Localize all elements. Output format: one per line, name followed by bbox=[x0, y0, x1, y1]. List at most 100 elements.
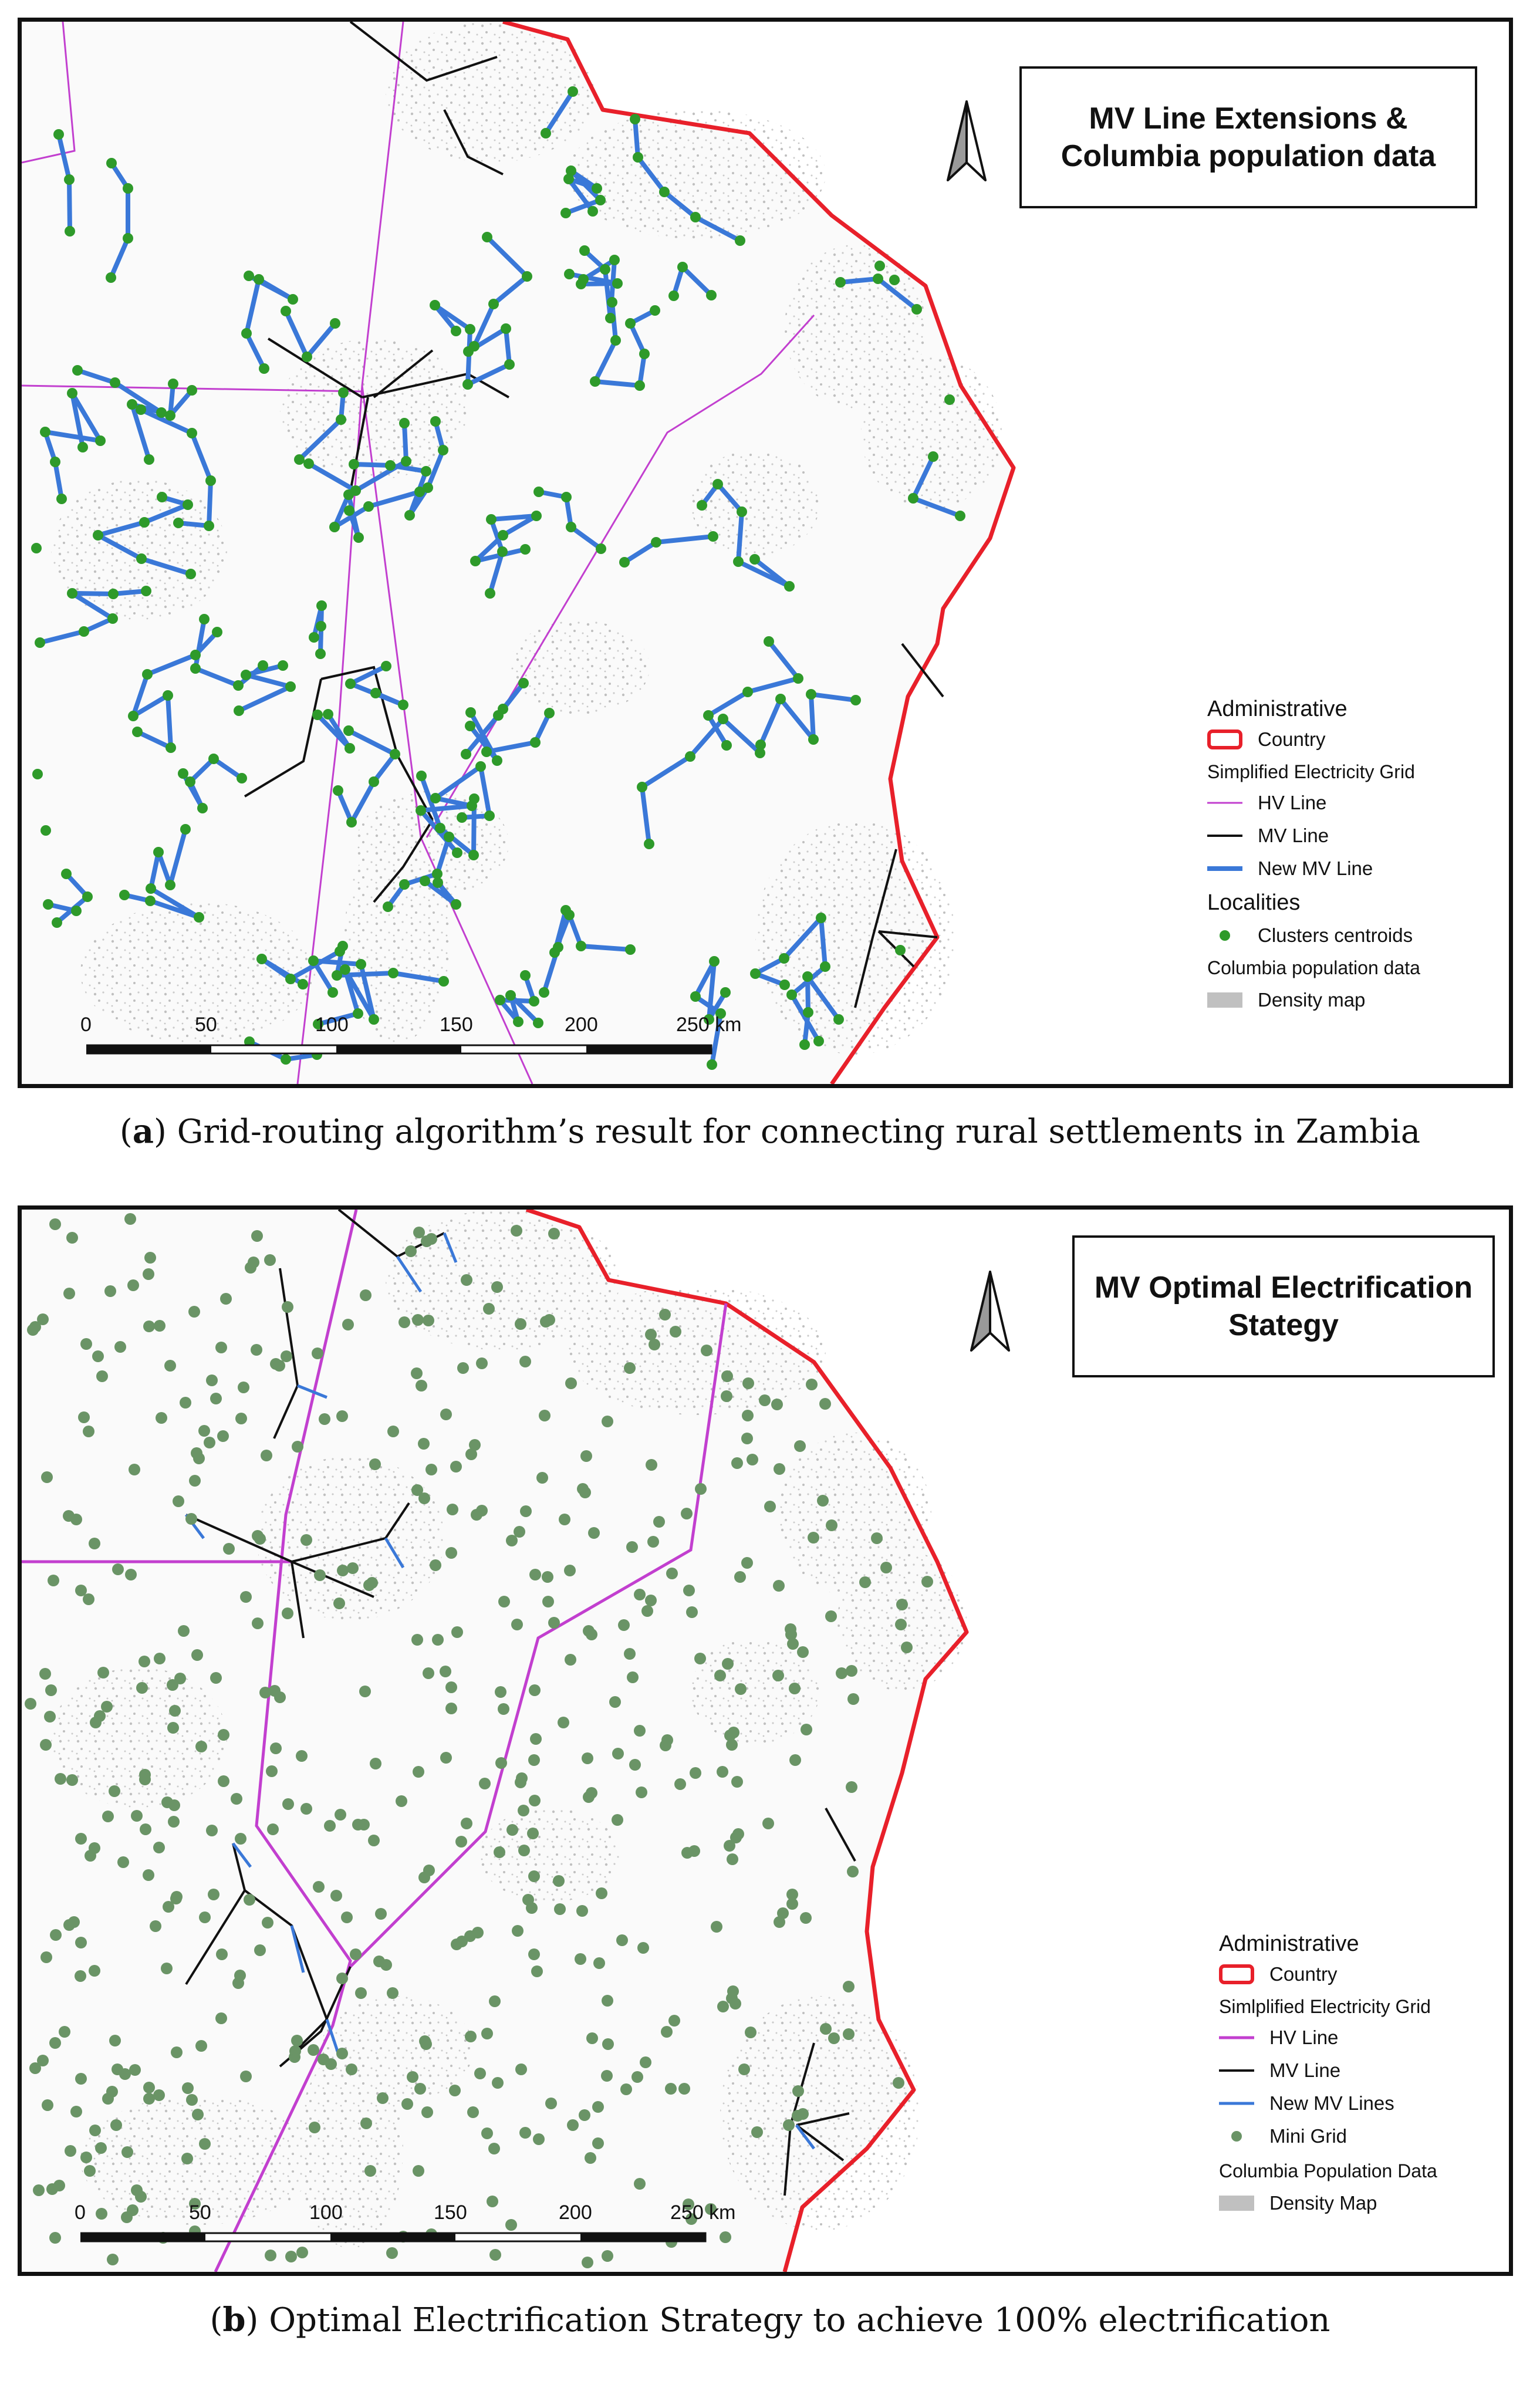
cluster-centroid bbox=[492, 755, 502, 766]
new-mv-line bbox=[232, 1842, 252, 1868]
mini-grid bbox=[772, 1670, 784, 1681]
mini-grid bbox=[167, 1722, 179, 1734]
mini-grid bbox=[506, 1824, 518, 1836]
cluster-centroid bbox=[749, 554, 760, 565]
cluster-centroid bbox=[313, 1019, 323, 1029]
cluster-centroid bbox=[895, 945, 906, 955]
mini-grid bbox=[786, 1889, 798, 1900]
mini-grid bbox=[495, 1686, 506, 1698]
mini-grid bbox=[871, 1532, 883, 1544]
mini-grid bbox=[789, 1754, 801, 1766]
mini-grid bbox=[360, 1289, 372, 1301]
mini-grid bbox=[440, 1666, 451, 1677]
mini-grid bbox=[204, 1437, 215, 1448]
cluster-centroid bbox=[504, 359, 515, 370]
cluster-centroid bbox=[609, 255, 620, 265]
mini-grid bbox=[240, 2071, 252, 2082]
mini-grid bbox=[411, 1634, 423, 1646]
mini-grid bbox=[266, 1765, 278, 1777]
mini-grid bbox=[528, 1754, 540, 1766]
cluster-centroid bbox=[561, 492, 572, 502]
cluster-centroid bbox=[43, 899, 53, 910]
cluster-centroid bbox=[146, 883, 156, 894]
cluster-centroid bbox=[416, 771, 427, 781]
mini-grid bbox=[661, 2026, 673, 2038]
legend-item-mv-line: MV Line bbox=[1219, 2059, 1340, 2082]
cluster-centroid bbox=[470, 556, 481, 566]
mini-grid bbox=[324, 1820, 336, 1832]
map-canvas-a bbox=[22, 22, 1509, 1084]
cluster-centroid bbox=[541, 128, 551, 139]
cluster-centroid bbox=[237, 773, 247, 783]
mini-grid bbox=[721, 1390, 732, 1402]
cluster-centroid bbox=[315, 649, 326, 659]
scale-tick: 200 bbox=[565, 1014, 598, 1036]
new-mv-line bbox=[43, 391, 103, 499]
map-title-line2: Stategy bbox=[1228, 1308, 1339, 1342]
mini-grid bbox=[843, 2028, 855, 2040]
cluster-centroid bbox=[498, 530, 508, 541]
cluster-centroid bbox=[820, 961, 830, 972]
mini-grid bbox=[683, 2198, 694, 2210]
scale-tick: 100 bbox=[309, 2201, 343, 2224]
cluster-centroid bbox=[199, 614, 210, 624]
mini-grid bbox=[512, 1925, 524, 1937]
cluster-centroid bbox=[712, 479, 723, 489]
cluster-centroid bbox=[721, 740, 732, 751]
cluster-centroid bbox=[520, 544, 531, 555]
mini-grid bbox=[531, 1965, 543, 1977]
mini-grid bbox=[576, 1905, 588, 1917]
cluster-centroid bbox=[385, 460, 396, 471]
cluster-centroid bbox=[531, 511, 542, 521]
mini-grid bbox=[847, 1693, 859, 1705]
mini-grid bbox=[467, 2106, 479, 2118]
mini-grid bbox=[741, 1557, 753, 1569]
cluster-centroid bbox=[194, 912, 204, 923]
mini-grid bbox=[773, 1580, 785, 1592]
mini-grid bbox=[609, 1696, 621, 1708]
legend-item-new-mv-line: New MV Lines bbox=[1219, 2092, 1394, 2115]
mini-grid bbox=[208, 1889, 219, 1900]
mini-grid bbox=[724, 1840, 735, 1852]
mini-grid-dots-b bbox=[25, 1213, 933, 2268]
new-mv-line bbox=[297, 1384, 327, 1399]
mini-grid bbox=[156, 1412, 167, 1424]
cluster-centroid bbox=[329, 522, 340, 532]
mini-grid bbox=[215, 1342, 227, 1353]
cluster-centroid bbox=[576, 941, 586, 951]
cluster-centroid bbox=[294, 454, 305, 465]
mini-grid bbox=[515, 1777, 526, 1788]
mini-grid bbox=[300, 1803, 312, 1815]
legend-label-country: Country bbox=[1269, 1963, 1338, 1985]
mini-grid bbox=[318, 2054, 329, 2065]
mini-grid bbox=[653, 1516, 665, 1528]
mini-grid bbox=[515, 1318, 526, 1330]
mini-grid bbox=[285, 2251, 297, 2262]
mini-grid bbox=[112, 1563, 124, 1575]
mini-grid bbox=[405, 1245, 417, 1257]
cluster-centroid bbox=[298, 979, 308, 989]
cluster-centroid bbox=[401, 456, 411, 467]
mini-grid bbox=[319, 1413, 330, 1425]
mini-grid bbox=[688, 1845, 700, 1857]
mini-grid bbox=[423, 1667, 434, 1679]
cluster-centroid bbox=[619, 557, 630, 568]
mini-grid bbox=[425, 1464, 437, 1475]
mini-grid bbox=[602, 2038, 614, 2050]
cluster-centroid bbox=[452, 847, 462, 858]
mini-grid bbox=[244, 1894, 255, 1906]
new-mv-line bbox=[640, 717, 762, 845]
mini-grid bbox=[414, 2083, 426, 2095]
mini-grid bbox=[481, 2028, 493, 2039]
cluster-centroid bbox=[764, 636, 774, 647]
new-mv-line bbox=[538, 489, 603, 551]
mini-grid bbox=[506, 1535, 518, 1546]
mini-grid bbox=[223, 1543, 235, 1555]
mini-grid bbox=[731, 1776, 743, 1788]
new-mv-line bbox=[464, 681, 526, 756]
cluster-centroid bbox=[123, 183, 133, 194]
cluster-centroid bbox=[285, 681, 296, 692]
cluster-centroid bbox=[813, 1036, 824, 1046]
mini-grid bbox=[731, 1457, 743, 1469]
mini-grid bbox=[789, 1683, 801, 1694]
